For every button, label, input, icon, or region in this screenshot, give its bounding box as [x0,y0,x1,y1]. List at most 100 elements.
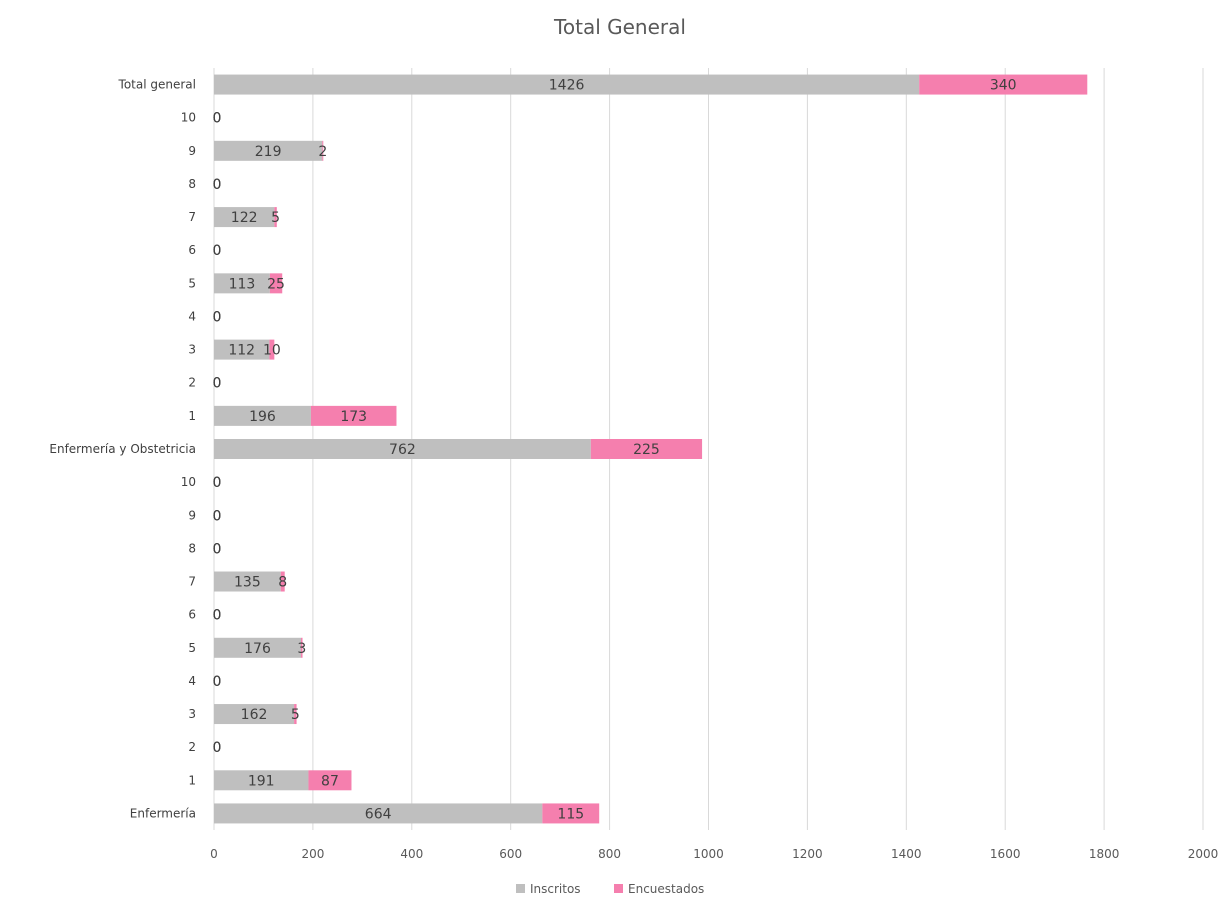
data-label-encuestados: 8 [278,575,287,591]
bar-inscritos [214,637,302,658]
data-label-inscritos: 0 [213,177,222,193]
bar-encuestados [308,770,352,791]
category-label: 5 [188,641,196,655]
bar-inscritos [214,571,281,592]
bar-encuestados [322,140,324,161]
category-label: 2 [188,376,196,390]
data-label-encuestados: 0 [213,740,222,756]
category-label: 1 [188,773,196,787]
data-label-encuestados: 0 [213,608,222,624]
category-label: 2 [188,740,196,754]
bar-encuestados [294,704,297,725]
data-label-inscritos: 0 [213,541,222,557]
data-label-inscritos: 0 [213,740,222,756]
bar-inscritos [214,770,309,791]
bar-encuestados [542,803,600,824]
category-label: 6 [188,243,196,257]
legend: Inscritos Encuestados [516,882,704,896]
category-label: 5 [188,276,196,290]
category-label: 8 [188,177,196,191]
data-label-encuestados: 115 [557,806,584,822]
data-label-encuestados: 0 [213,309,222,325]
legend-swatch-encuestados [614,884,623,893]
bar-inscritos [214,74,920,95]
category-label: Total general [118,78,196,92]
category-label: 9 [188,508,196,522]
category-label: 4 [188,674,196,688]
data-label-inscritos: 135 [234,575,261,591]
data-label-inscritos: 762 [389,442,416,458]
data-label-encuestados: 0 [213,177,222,193]
category-label: 1 [188,409,196,423]
data-label-inscritos: 162 [241,707,268,723]
category-label: 10 [181,475,196,489]
category-label: 10 [181,111,196,125]
data-label-inscritos: 0 [213,674,222,690]
data-label-inscritos: 196 [249,409,276,425]
data-label-inscritos: 0 [213,111,222,127]
bar-inscritos [214,273,270,294]
data-label-inscritos: 191 [248,773,275,789]
x-tick-label-1200: 1200 [792,847,823,861]
x-tick-label-600: 600 [499,847,522,861]
data-label-encuestados: 173 [340,409,367,425]
x-tick-label-400: 400 [400,847,423,861]
data-label-encuestados: 25 [267,276,285,292]
category-label: 9 [188,144,196,158]
data-label-inscritos: 219 [255,144,282,160]
data-labels: 1426 340 0 0 219 2 0 0 122 5 0 0 113 25 0 0 112 10 0 0 196 17… [213,78,1017,823]
bar-inscritos [214,803,543,824]
data-label-encuestados: 340 [990,78,1017,94]
data-label-inscritos: 176 [244,641,271,657]
data-label-encuestados: 0 [213,508,222,524]
bar-encuestados [310,405,397,426]
data-label-encuestados: 0 [213,243,222,259]
data-label-inscritos: 0 [213,243,222,259]
bars [214,74,1088,824]
data-label-inscritos: 664 [365,806,392,822]
x-axis-ticks: 0 200 400 600 800 1000 1200 1400 1600 1800 2000 [210,847,1218,861]
category-label: Enfermería [130,806,196,820]
data-label-inscritos: 0 [213,508,222,524]
bar-encuestados [590,439,703,459]
x-tick-label-800: 800 [598,847,621,861]
bar-encuestados [269,339,275,360]
data-label-encuestados: 0 [213,111,222,127]
bar-inscritos [214,140,323,161]
bar-inscritos [214,405,311,426]
legend-label-inscritos: Inscritos [530,882,581,896]
data-label-encuestados: 5 [271,210,280,226]
data-label-inscritos: 1426 [549,78,585,94]
bar-encuestados [274,207,277,228]
x-tick-label-1800: 1800 [1089,847,1120,861]
data-label-inscritos: 122 [231,210,258,226]
bar-inscritos [214,207,275,228]
category-label: 7 [188,575,196,589]
category-axis: Total general 10 9 8 7 6 5 4 3 2 1 Enfermería y Obs… [49,78,196,821]
x-tick-label-2000: 2000 [1188,847,1219,861]
data-label-encuestados: 225 [633,442,660,458]
bar-encuestados [269,273,283,294]
bar-encuestados [280,571,285,592]
chart-title: Total General [553,15,686,39]
category-label: 4 [188,309,196,323]
data-label-encuestados: 0 [213,376,222,392]
data-label-encuestados: 87 [321,773,339,789]
legend-swatch-inscritos [516,884,525,893]
data-label-encuestados: 0 [213,475,222,491]
category-label: Enfermería y Obstetricia [49,442,196,456]
bar-inscritos [214,439,591,459]
bar-inscritos [214,339,270,360]
data-label-encuestados: 0 [213,541,222,557]
x-tick-label-1000: 1000 [693,847,724,861]
data-label-inscritos: 0 [213,376,222,392]
data-label-inscritos: 0 [213,309,222,325]
category-label: 6 [188,608,196,622]
x-tick-label-0: 0 [210,847,218,861]
data-label-inscritos: 113 [229,276,256,292]
category-label: 8 [188,541,196,555]
x-tick-label-1400: 1400 [891,847,922,861]
category-label: 7 [188,210,196,224]
